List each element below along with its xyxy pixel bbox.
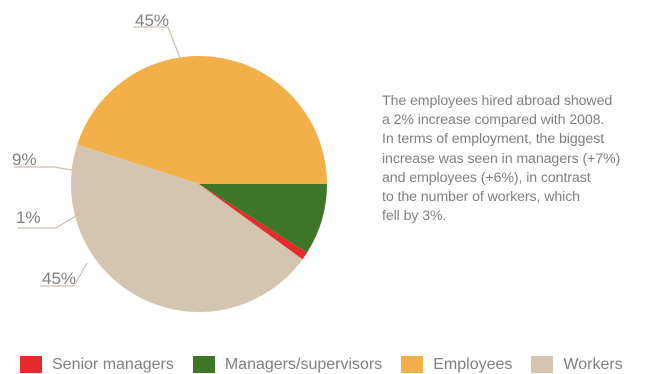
legend-swatch-employees bbox=[401, 356, 424, 373]
leader-line-senior-managers bbox=[18, 213, 80, 229]
description-line: fell by 3%. bbox=[382, 208, 447, 225]
slice-label-senior-managers: 1% bbox=[16, 208, 41, 227]
chart-legend: Senior managers Managers/supervisors Emp… bbox=[20, 355, 642, 374]
description-line: to the number of workers, which bbox=[382, 189, 580, 206]
pie-slice-senior-managers bbox=[199, 184, 308, 260]
pie-slice-managers-supervisors bbox=[199, 184, 327, 253]
leader-line-employees bbox=[133, 26, 181, 59]
description-text: The employees hired abroad showed a 2% i… bbox=[382, 92, 642, 226]
legend-label-employees: Employees bbox=[433, 356, 513, 373]
description-line: a 2% increase compared with 2008. bbox=[382, 112, 605, 129]
description-line: increase was seen in managers (+7%) bbox=[382, 150, 621, 167]
legend-label-managers-supervisors: Managers/supervisors bbox=[224, 356, 383, 373]
leader-line-managers-supervisors bbox=[14, 166, 73, 171]
legend-swatch-workers bbox=[531, 356, 554, 373]
legend-item-senior-managers: Senior managers bbox=[20, 355, 174, 374]
leader-lines bbox=[14, 26, 181, 287]
legend-label-workers: Workers bbox=[563, 356, 623, 373]
slice-label-managers-supervisors: 9% bbox=[12, 150, 37, 169]
pie-slices bbox=[70, 55, 327, 313]
slice-label-employees: 45% bbox=[135, 11, 169, 30]
legend-label-senior-managers: Senior managers bbox=[52, 356, 174, 373]
legend-swatch-managers-supervisors bbox=[192, 356, 215, 373]
pie-slice-employees bbox=[77, 55, 327, 184]
slice-label-workers: 45% bbox=[42, 269, 76, 288]
description-line: The employees hired abroad showed bbox=[382, 93, 613, 109]
slice-labels: 45% 45% 1% 9% bbox=[12, 11, 169, 288]
leader-line-workers bbox=[40, 262, 88, 287]
legend-item-employees: Employees bbox=[401, 355, 512, 374]
description-line: and employees (+6%), in contrast bbox=[382, 169, 591, 186]
legend-item-workers: Workers bbox=[531, 355, 623, 374]
description-line: In terms of employment, the biggest bbox=[382, 131, 605, 148]
pie-slice-workers bbox=[70, 144, 303, 313]
pie-chart: 45% 45% 1% 9% bbox=[12, 11, 327, 313]
legend-item-managers-supervisors: Managers/supervisors bbox=[192, 355, 383, 374]
legend-swatch-senior-managers bbox=[20, 356, 42, 373]
